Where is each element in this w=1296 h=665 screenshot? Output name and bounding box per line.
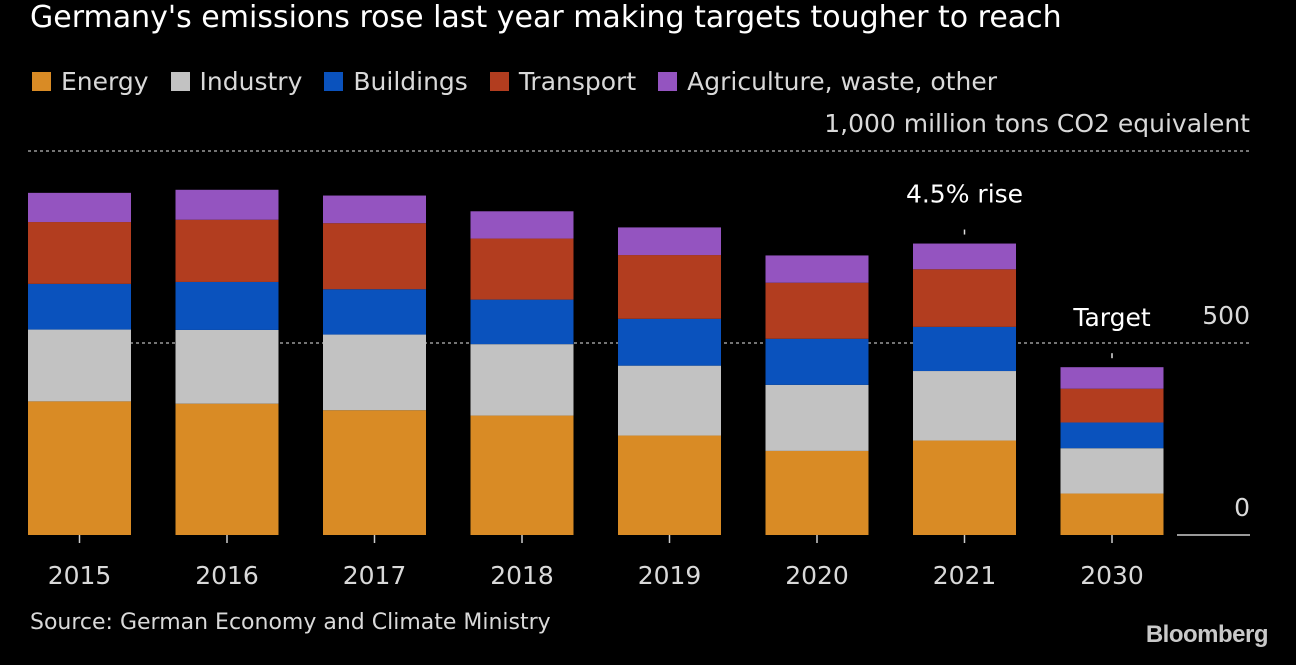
- bar-2018-transport: [470, 238, 574, 300]
- legend-label-agriculture: Agriculture, waste, other: [687, 66, 997, 96]
- bar-2016-buildings: [175, 281, 279, 330]
- bar-2020-buildings: [765, 338, 869, 385]
- bloomberg-logo: Bloomberg: [1145, 621, 1269, 648]
- annotation-2021: 4.5% rise: [906, 180, 1023, 209]
- bar-2030-buildings: [1060, 422, 1164, 449]
- x-tick-label-2017: 2017: [343, 561, 407, 590]
- bar-2030-energy: [1060, 493, 1164, 535]
- bar-2020-transport: [765, 282, 869, 339]
- bar-2015-transport: [28, 222, 131, 284]
- bar-2019-industry: [618, 365, 721, 436]
- bar-2015-energy: [28, 401, 131, 535]
- bar-2018-energy: [470, 415, 574, 535]
- bar-2020-energy: [765, 450, 869, 535]
- legend-item-industry: Industry: [170, 66, 303, 96]
- bar-2017-transport: [323, 223, 426, 290]
- bar-2016-energy: [175, 403, 279, 535]
- x-tick-label-2019: 2019: [638, 561, 702, 590]
- bar-2017-agriculture-waste-other: [323, 195, 426, 224]
- bar-2020-agriculture-waste-other: [765, 255, 869, 283]
- bar-2030-industry: [1060, 448, 1164, 494]
- y-tick-label-1000: 1,000 million tons CO2 equivalent: [824, 109, 1250, 138]
- x-tick-label-2021: 2021: [933, 561, 997, 590]
- bar-2018-buildings: [470, 299, 574, 345]
- legend-item-agriculture: Agriculture, waste, other: [658, 67, 997, 96]
- legend-swatch-agriculture: [658, 71, 678, 91]
- legend-swatch-industry: [170, 71, 190, 91]
- bar-2016-industry: [175, 329, 279, 404]
- bar-2021-energy: [913, 440, 1016, 535]
- legend-item-buildings: Buildings: [324, 66, 468, 96]
- bar-2015-buildings: [28, 283, 131, 330]
- x-tick-label-2018: 2018: [490, 561, 554, 590]
- x-tick-label-2030: 2030: [1080, 561, 1144, 590]
- chart-title: Germany's emissions rose last year makin…: [30, 0, 1062, 35]
- bar-2017-buildings: [323, 289, 426, 335]
- bar-2018-industry: [470, 344, 574, 416]
- annotation-2030: Target: [1072, 303, 1151, 332]
- bar-2019-buildings: [618, 318, 721, 366]
- source-note: Source: German Economy and Climate Minis…: [30, 610, 551, 635]
- chart-legend: Energy Industry Buildings Transport Agri…: [32, 62, 1019, 100]
- y-tick-label-0: 0: [1234, 493, 1250, 522]
- legend-swatch-buildings: [324, 71, 344, 91]
- legend-label-industry: Industry: [199, 66, 303, 96]
- legend-swatch-transport: [489, 71, 509, 91]
- bar-2019-agriculture-waste-other: [618, 227, 721, 256]
- bar-2019-transport: [618, 255, 721, 319]
- legend-label-buildings: Buildings: [353, 66, 468, 96]
- legend-item-transport: Transport: [489, 66, 637, 96]
- bar-2021-transport: [913, 269, 1016, 327]
- legend-label-energy: Energy: [61, 66, 149, 96]
- bar-2016-transport: [175, 219, 279, 282]
- x-tick-label-2016: 2016: [195, 561, 259, 590]
- bar-2017-industry: [323, 334, 426, 411]
- x-tick-label-2015: 2015: [48, 561, 112, 590]
- bar-2030-agriculture-waste-other: [1060, 367, 1164, 389]
- bar-2021-agriculture-waste-other: [913, 243, 1016, 270]
- bar-2017-energy: [323, 410, 426, 535]
- bar-2015-agriculture-waste-other: [28, 192, 131, 223]
- bar-2016-agriculture-waste-other: [175, 189, 279, 220]
- legend-label-transport: Transport: [518, 66, 637, 96]
- legend-swatch-energy: [32, 71, 51, 91]
- bar-2030-transport: [1060, 388, 1164, 423]
- bar-2020-industry: [765, 384, 869, 451]
- legend-item-energy: Energy: [32, 67, 149, 96]
- bar-2019-energy: [618, 435, 721, 535]
- y-tick-label-500: 500: [1202, 301, 1250, 330]
- bar-2021-buildings: [913, 326, 1016, 372]
- bar-2015-industry: [28, 329, 131, 402]
- bar-2021-industry: [913, 371, 1016, 441]
- x-tick-label-2020: 2020: [785, 561, 849, 590]
- bar-2018-agriculture-waste-other: [470, 211, 574, 239]
